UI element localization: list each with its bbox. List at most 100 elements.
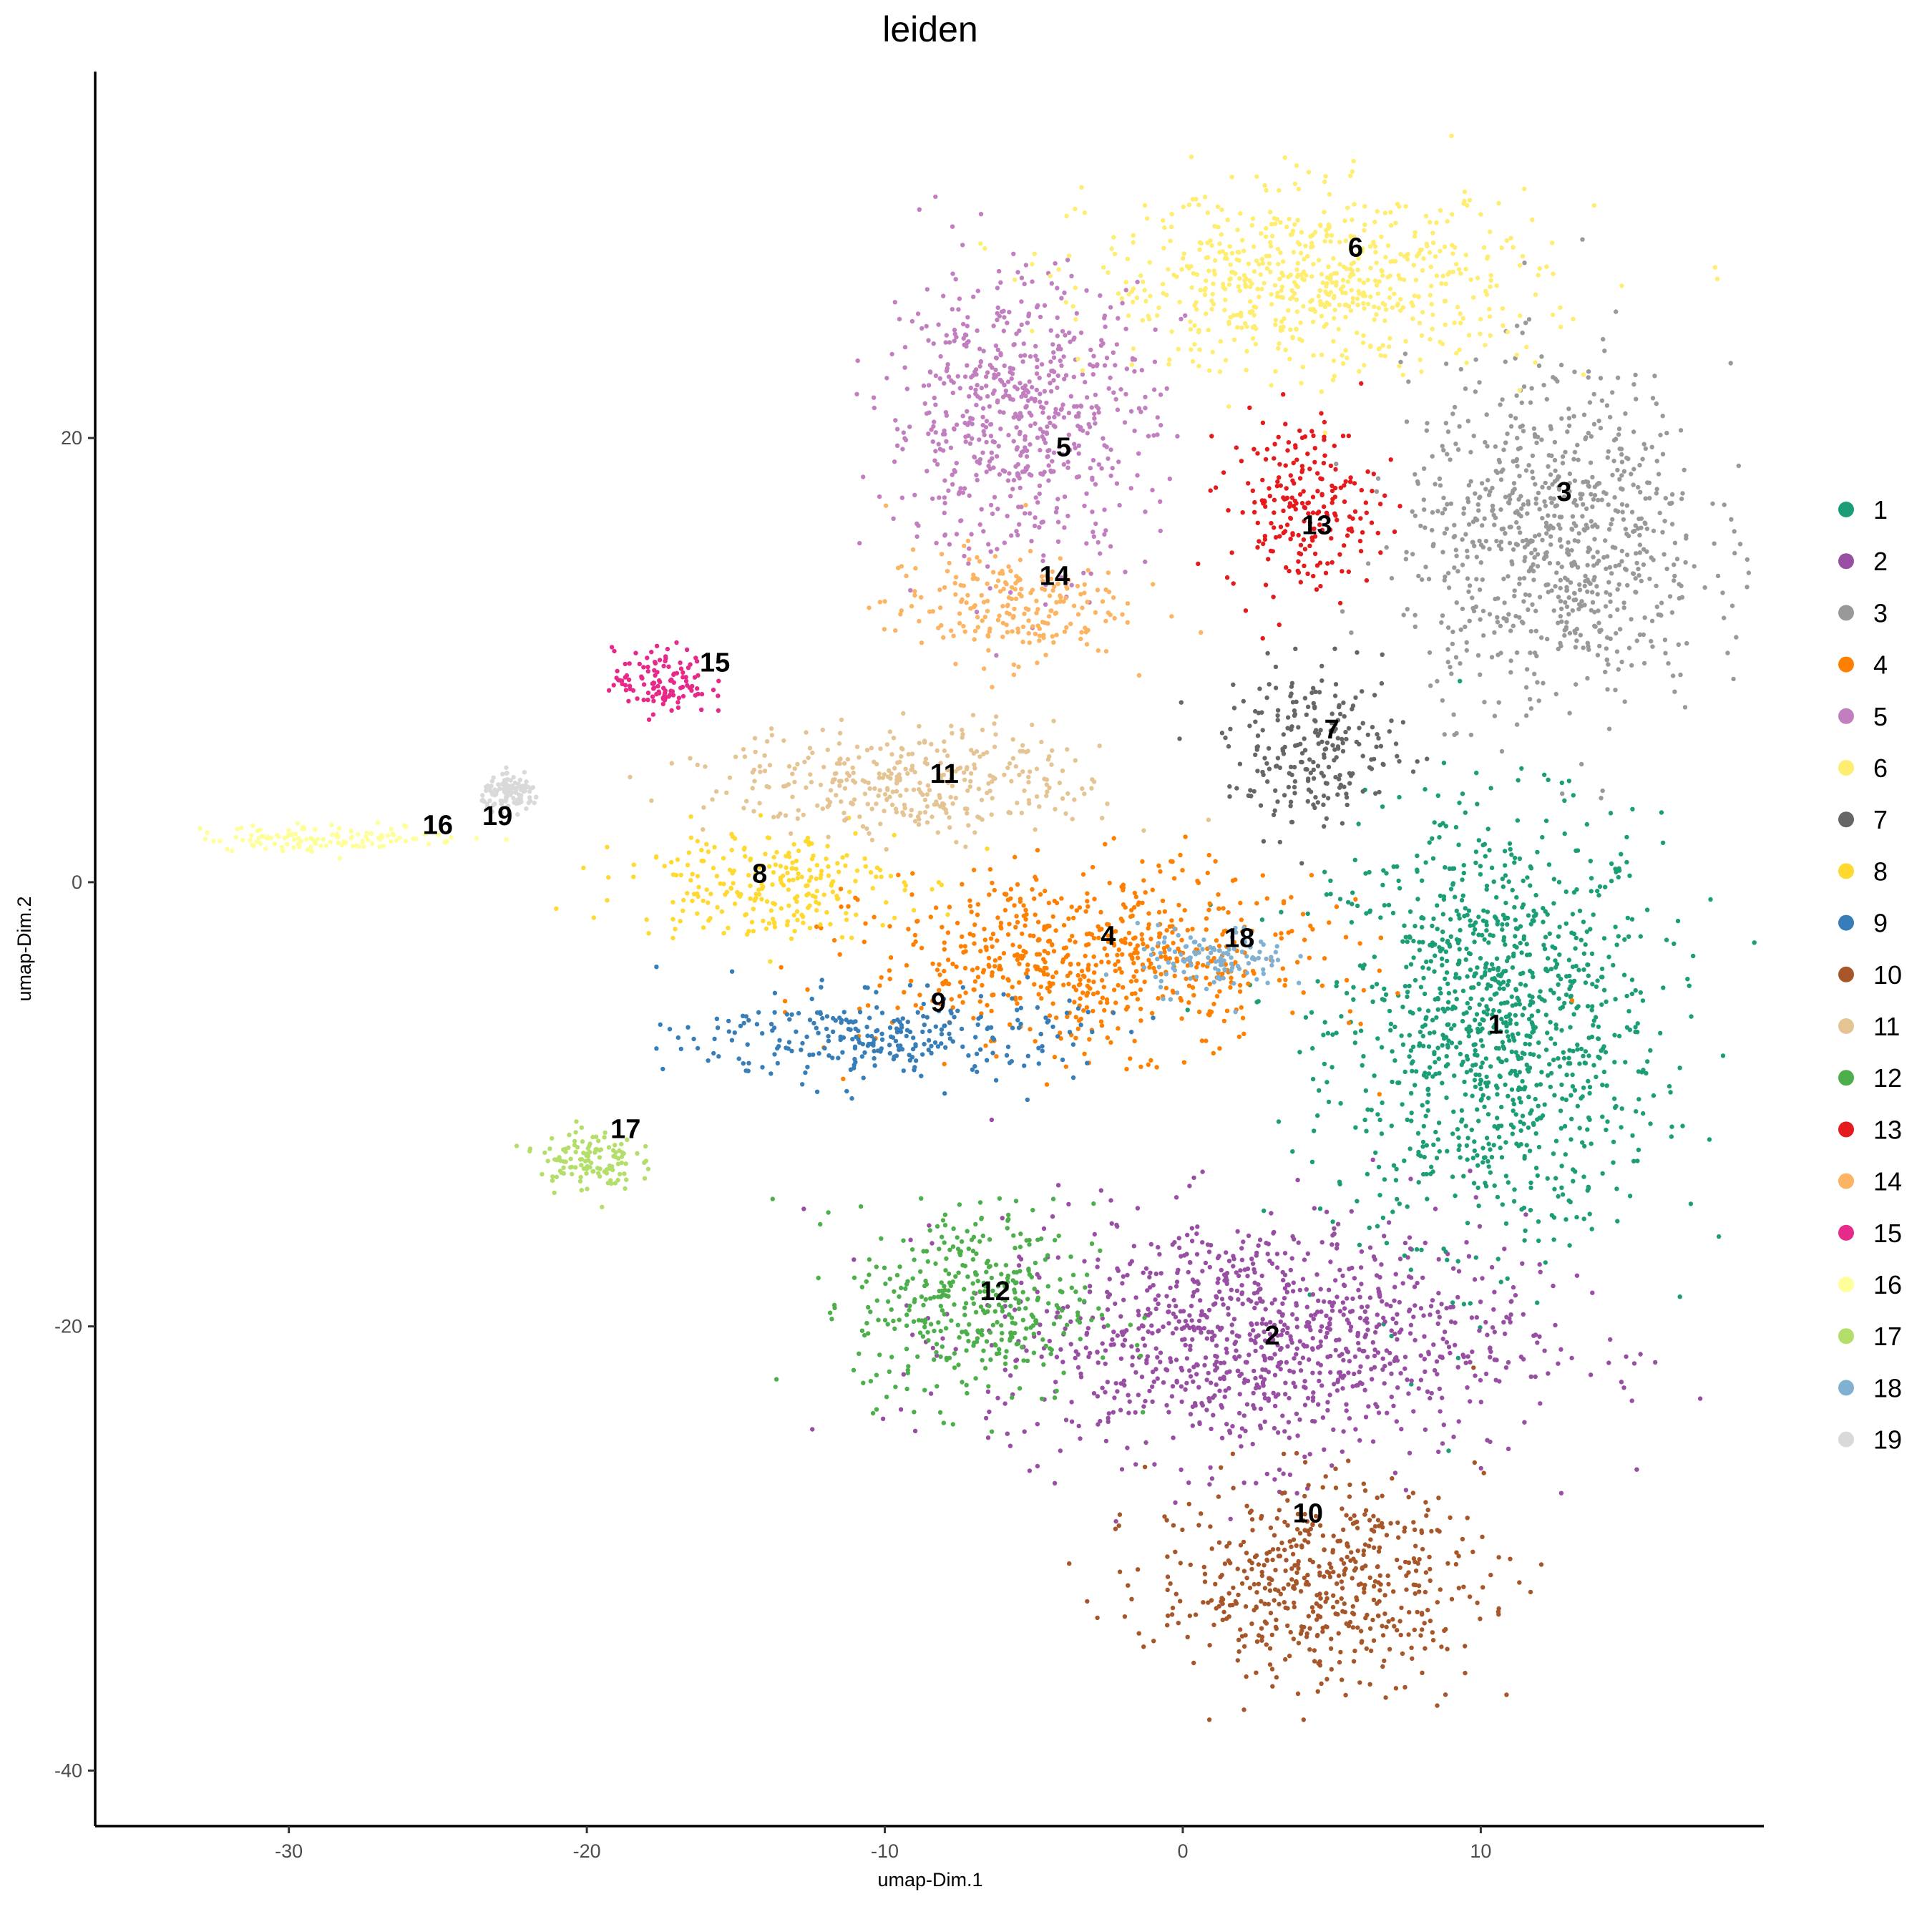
- point: [1410, 316, 1415, 321]
- point: [1040, 519, 1046, 525]
- point: [1467, 1024, 1472, 1029]
- point: [1576, 607, 1581, 612]
- point: [1536, 1219, 1541, 1224]
- point: [1075, 1026, 1081, 1032]
- point: [995, 915, 1000, 920]
- point: [1389, 575, 1395, 581]
- point: [1380, 882, 1385, 888]
- point: [1566, 540, 1571, 545]
- point: [1239, 310, 1244, 316]
- point: [1132, 890, 1138, 896]
- point: [1254, 174, 1259, 179]
- point: [1322, 210, 1327, 215]
- point: [1654, 604, 1659, 610]
- point: [1000, 1216, 1005, 1221]
- point: [1018, 381, 1023, 386]
- point: [1209, 1330, 1215, 1335]
- point: [1556, 879, 1562, 885]
- point: [1108, 1040, 1113, 1045]
- point: [1448, 934, 1454, 940]
- point: [1559, 565, 1564, 570]
- point: [1130, 956, 1135, 962]
- point: [1547, 931, 1552, 937]
- point: [1355, 1199, 1360, 1204]
- point: [1442, 577, 1448, 583]
- point: [1568, 995, 1574, 1000]
- point: [1063, 580, 1069, 586]
- point: [1570, 912, 1576, 917]
- point: [1296, 1240, 1301, 1245]
- point: [1523, 468, 1529, 473]
- point: [1619, 852, 1624, 857]
- point: [1478, 872, 1483, 877]
- point: [1382, 986, 1387, 992]
- point: [1386, 902, 1392, 908]
- point: [1564, 604, 1570, 610]
- point: [1318, 1287, 1323, 1292]
- point: [1510, 490, 1515, 496]
- point: [1472, 1139, 1477, 1144]
- point: [1591, 1018, 1596, 1023]
- point: [1118, 1314, 1123, 1319]
- point: [1196, 1385, 1201, 1390]
- point: [1548, 523, 1553, 528]
- point: [1142, 288, 1147, 293]
- point: [1315, 1113, 1320, 1118]
- point: [995, 286, 1000, 291]
- point: [1611, 1096, 1617, 1101]
- point: [1377, 1092, 1382, 1097]
- point: [1553, 1138, 1559, 1143]
- point: [1008, 1022, 1013, 1028]
- point: [994, 454, 1000, 459]
- point: [1513, 1293, 1518, 1298]
- point: [1319, 1324, 1324, 1329]
- point: [1444, 1054, 1449, 1059]
- point: [1590, 524, 1595, 529]
- point: [1495, 615, 1500, 620]
- point: [1131, 233, 1136, 238]
- point: [1437, 1148, 1442, 1154]
- point: [1164, 1294, 1169, 1299]
- point: [1357, 1347, 1362, 1352]
- point: [1322, 1020, 1327, 1025]
- point: [1625, 582, 1630, 588]
- point: [1258, 1425, 1264, 1431]
- point: [1214, 938, 1219, 943]
- point: [1188, 1343, 1193, 1349]
- point: [1732, 529, 1737, 534]
- point: [1292, 222, 1297, 227]
- point: [1282, 155, 1287, 160]
- point: [1350, 300, 1355, 305]
- point: [1380, 1299, 1385, 1304]
- point: [1299, 338, 1304, 343]
- point: [942, 968, 947, 974]
- point: [1005, 932, 1011, 937]
- point: [1382, 1319, 1387, 1324]
- point: [1624, 503, 1630, 508]
- point: [1551, 901, 1556, 906]
- point: [1434, 1156, 1440, 1161]
- point: [1096, 462, 1102, 467]
- point: [1374, 1324, 1380, 1330]
- point: [1319, 1309, 1324, 1314]
- point: [1223, 358, 1229, 363]
- point: [1418, 357, 1423, 362]
- point: [1128, 952, 1133, 957]
- point: [1589, 1141, 1594, 1146]
- point: [1347, 1359, 1352, 1364]
- point: [1364, 1128, 1369, 1133]
- point: [1621, 972, 1627, 977]
- point: [1596, 893, 1601, 898]
- point: [972, 941, 977, 946]
- point: [1412, 234, 1418, 239]
- point: [924, 469, 930, 474]
- point: [1255, 286, 1260, 291]
- point: [1612, 1033, 1617, 1038]
- point: [1534, 440, 1539, 445]
- point: [1279, 1313, 1285, 1318]
- point: [1053, 1380, 1058, 1385]
- point: [1098, 909, 1103, 915]
- point: [1599, 966, 1605, 972]
- point: [1365, 301, 1371, 307]
- point: [1451, 712, 1456, 717]
